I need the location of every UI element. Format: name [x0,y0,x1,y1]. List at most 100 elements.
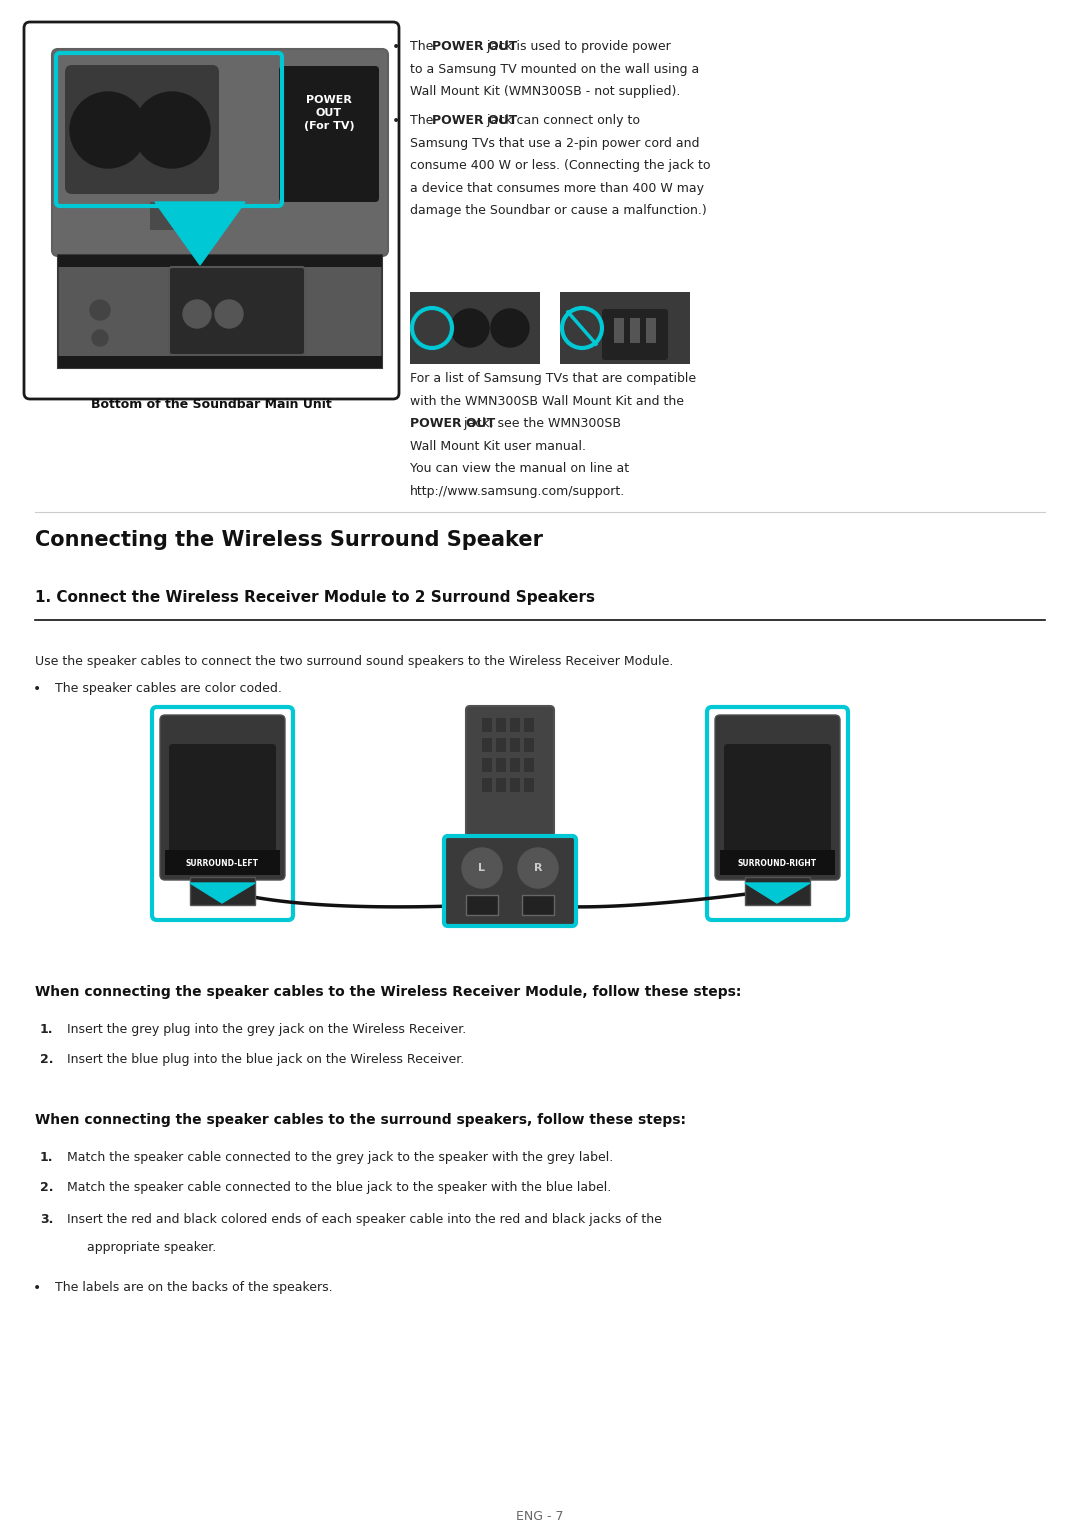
FancyBboxPatch shape [279,66,379,202]
FancyBboxPatch shape [168,267,305,355]
Bar [58,254,382,368]
Bar [510,719,519,732]
FancyBboxPatch shape [724,745,831,856]
Text: •: • [392,115,401,129]
Bar [524,738,534,752]
Text: SURROUND-RIGHT: SURROUND-RIGHT [738,858,818,867]
Text: POWER OUT: POWER OUT [432,40,517,54]
Text: with the WMN300SB Wall Mount Kit and the: with the WMN300SB Wall Mount Kit and the [410,395,684,408]
Text: Insert the grey plug into the grey jack on the Wireless Receiver.: Insert the grey plug into the grey jack … [67,1023,467,1036]
Circle shape [134,92,210,169]
Text: POWER
OUT
(For TV): POWER OUT (For TV) [303,95,354,132]
Text: •: • [33,1281,41,1295]
Bar [190,876,255,905]
Circle shape [92,329,108,346]
Bar [58,355,382,368]
FancyBboxPatch shape [715,715,840,879]
FancyBboxPatch shape [65,64,219,195]
Bar [496,778,507,792]
Text: Insert the blue plug into the blue jack on the Wireless Receiver.: Insert the blue plug into the blue jack … [67,1052,464,1066]
Bar [465,895,498,915]
Bar [745,876,810,905]
Text: When connecting the speaker cables to the surround speakers, follow these steps:: When connecting the speaker cables to th… [35,1114,686,1128]
Text: •: • [33,682,41,696]
Bar [615,319,624,343]
FancyBboxPatch shape [602,309,669,360]
Text: 2.: 2. [40,1181,54,1193]
Text: 1.: 1. [40,1151,54,1164]
Bar [646,319,656,343]
Text: appropriate speaker.: appropriate speaker. [87,1241,216,1255]
Text: 1. Connect the Wireless Receiver Module to 2 Surround Speakers: 1. Connect the Wireless Receiver Module … [35,590,595,605]
Bar [58,254,382,267]
Text: Match the speaker cable connected to the grey jack to the speaker with the grey : Match the speaker cable connected to the… [67,1151,613,1164]
FancyBboxPatch shape [52,49,388,256]
Text: Bottom of the Soundbar Main Unit: Bottom of the Soundbar Main Unit [91,398,332,411]
Circle shape [215,300,243,328]
Bar [524,758,534,772]
Bar [165,850,280,875]
Text: •: • [392,40,401,54]
Text: consume 400 W or less. (Connecting the jack to: consume 400 W or less. (Connecting the j… [410,159,711,172]
Text: L: L [478,863,486,873]
Circle shape [518,849,558,889]
FancyBboxPatch shape [465,706,554,844]
Text: Connecting the Wireless Surround Speaker: Connecting the Wireless Surround Speaker [35,530,543,550]
Bar [630,319,640,343]
Circle shape [462,849,502,889]
Text: ENG - 7: ENG - 7 [516,1511,564,1523]
Bar [496,758,507,772]
Text: The labels are on the backs of the speakers.: The labels are on the backs of the speak… [55,1281,333,1295]
Text: Use the speaker cables to connect the two surround sound speakers to the Wireles: Use the speaker cables to connect the tw… [35,656,673,668]
Bar [482,738,492,752]
Bar [510,758,519,772]
Text: The speaker cables are color coded.: The speaker cables are color coded. [55,682,282,694]
Text: jack can connect only to: jack can connect only to [483,115,639,127]
Text: Wall Mount Kit (WMN300SB - not supplied).: Wall Mount Kit (WMN300SB - not supplied)… [410,84,680,98]
Text: POWER OUT: POWER OUT [432,115,517,127]
Text: 1.: 1. [40,1023,54,1036]
Bar [522,895,554,915]
Bar [510,778,519,792]
Text: damage the Soundbar or cause a malfunction.): damage the Soundbar or cause a malfuncti… [410,204,706,218]
Text: Wall Mount Kit user manual.: Wall Mount Kit user manual. [410,440,586,452]
FancyBboxPatch shape [152,706,293,921]
FancyBboxPatch shape [444,836,576,925]
Text: The: The [410,115,437,127]
Text: SURROUND-LEFT: SURROUND-LEFT [186,858,259,867]
Circle shape [183,300,211,328]
FancyBboxPatch shape [168,745,276,856]
Bar [510,738,519,752]
Text: POWER OUT: POWER OUT [410,417,496,430]
Bar [482,758,492,772]
Bar [496,738,507,752]
Circle shape [451,309,489,348]
Text: http://www.samsung.com/support.: http://www.samsung.com/support. [410,484,625,498]
Text: The: The [410,40,437,54]
Polygon shape [745,882,810,902]
Circle shape [70,92,146,169]
Text: You can view the manual on line at: You can view the manual on line at [410,463,630,475]
Bar [410,293,540,365]
Bar [482,719,492,732]
Bar [561,293,690,365]
FancyBboxPatch shape [24,21,399,398]
Text: 3.: 3. [40,1213,53,1226]
Bar [524,778,534,792]
Text: For a list of Samsung TVs that are compatible: For a list of Samsung TVs that are compa… [410,372,697,385]
Polygon shape [190,882,255,902]
Text: When connecting the speaker cables to the Wireless Receiver Module, follow these: When connecting the speaker cables to th… [35,985,741,999]
Bar [524,719,534,732]
Bar [720,850,835,875]
Text: 2.: 2. [40,1052,54,1066]
Text: to a Samsung TV mounted on the wall using a: to a Samsung TV mounted on the wall usin… [410,63,699,75]
Text: jack is used to provide power: jack is used to provide power [483,40,671,54]
Text: a device that consumes more than 400 W may: a device that consumes more than 400 W m… [410,182,704,195]
Text: Samsung TVs that use a 2-pin power cord and: Samsung TVs that use a 2-pin power cord … [410,136,700,150]
Bar [496,719,507,732]
Text: jack, see the WMN300SB: jack, see the WMN300SB [460,417,621,430]
Text: Match the speaker cable connected to the blue jack to the speaker with the blue : Match the speaker cable connected to the… [67,1181,611,1193]
Polygon shape [156,202,245,265]
FancyBboxPatch shape [707,706,848,921]
Bar [150,202,215,230]
